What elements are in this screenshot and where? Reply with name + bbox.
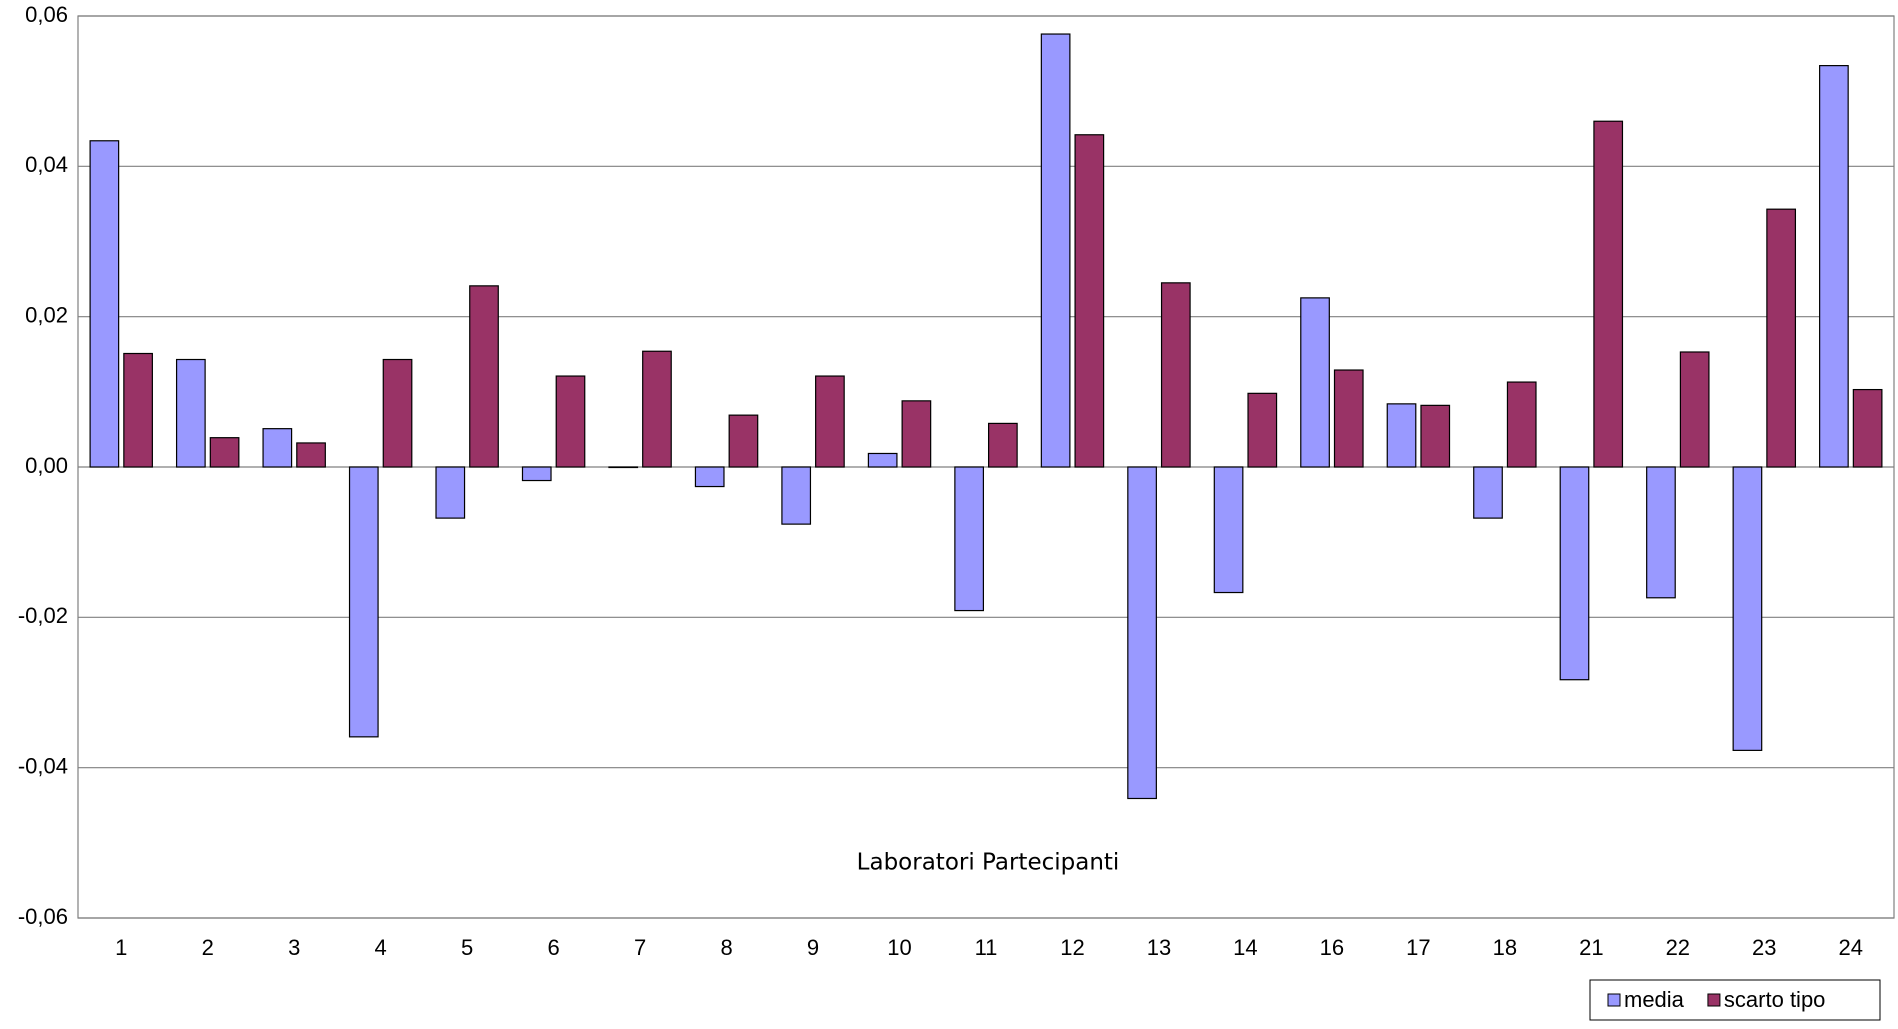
bar <box>382 358 413 468</box>
bar <box>262 428 293 468</box>
bar <box>608 466 639 469</box>
x-tick-label: 10 <box>887 935 911 960</box>
bar <box>1074 134 1105 468</box>
x-tick-label: 14 <box>1233 935 1257 960</box>
x-tick-label: 21 <box>1579 935 1603 960</box>
bar <box>521 466 552 482</box>
x-tick-label: 18 <box>1493 935 1517 960</box>
x-tick-label: 6 <box>547 935 559 960</box>
y-tick-label: 0,02 <box>25 302 68 327</box>
y-tick-label: -0,04 <box>18 753 68 778</box>
x-tick-label: 13 <box>1147 935 1171 960</box>
legend-swatch <box>1707 993 1721 1007</box>
bar <box>1506 381 1537 468</box>
bar <box>1420 404 1451 468</box>
bar <box>123 352 153 468</box>
x-tick-label: 24 <box>1839 935 1863 960</box>
bar <box>1040 33 1071 468</box>
bar <box>209 437 240 468</box>
bar <box>1732 466 1763 751</box>
bar <box>642 350 672 468</box>
bar <box>728 414 759 468</box>
annotation: Laboratori Partecipanti <box>857 850 1120 876</box>
x-tick-label: 11 <box>975 935 998 960</box>
bar <box>781 466 812 525</box>
bar <box>1160 282 1191 468</box>
y-tick-label: 0,00 <box>25 453 68 478</box>
bar <box>954 466 985 612</box>
bar <box>1559 466 1590 681</box>
y-tick-label: -0,06 <box>18 904 68 929</box>
bar <box>1679 351 1710 468</box>
x-tick-label: 23 <box>1752 935 1776 960</box>
x-tick-label: 17 <box>1406 935 1430 960</box>
bar <box>469 285 499 468</box>
bar <box>1386 403 1417 468</box>
bar <box>694 466 725 488</box>
bar <box>296 442 326 468</box>
bar <box>987 422 1018 468</box>
y-tick-label: 0,04 <box>25 152 68 177</box>
bar <box>1646 466 1676 599</box>
x-tick-label: 9 <box>807 935 819 960</box>
bar <box>1333 369 1364 468</box>
bar <box>1213 466 1244 594</box>
legend-swatch <box>1607 993 1621 1007</box>
bar <box>1593 120 1624 468</box>
x-tick-label: 7 <box>634 935 646 960</box>
x-tick-label: 22 <box>1666 935 1690 960</box>
bar <box>1852 388 1883 468</box>
bar <box>1473 466 1503 519</box>
bar <box>1766 208 1797 468</box>
y-tick-label: 0,06 <box>25 2 68 27</box>
bar <box>435 466 466 519</box>
bar <box>1819 65 1849 468</box>
bar <box>175 358 206 468</box>
x-tick-label: 3 <box>288 935 300 960</box>
bar <box>867 452 898 468</box>
bar <box>901 400 932 468</box>
bar <box>815 375 845 468</box>
legend-box <box>1589 979 1881 1021</box>
bar <box>1300 297 1330 468</box>
y-tick-label: -0,02 <box>18 603 68 628</box>
x-tick-label: 12 <box>1060 935 1084 960</box>
legend-label: media <box>1624 987 1685 1012</box>
x-tick-label: 1 <box>115 935 127 960</box>
bar <box>348 466 379 738</box>
x-tick-label: 2 <box>202 935 214 960</box>
plot-frame <box>77 15 1895 919</box>
x-tick-label: 5 <box>461 935 473 960</box>
bar <box>555 375 586 468</box>
bar <box>1247 392 1278 468</box>
legend-label: scarto tipo <box>1724 987 1826 1012</box>
bar <box>89 140 120 468</box>
x-tick-label: 4 <box>375 935 387 960</box>
x-tick-label: 8 <box>720 935 732 960</box>
x-tick-label: 16 <box>1320 935 1344 960</box>
bar <box>1127 466 1157 800</box>
